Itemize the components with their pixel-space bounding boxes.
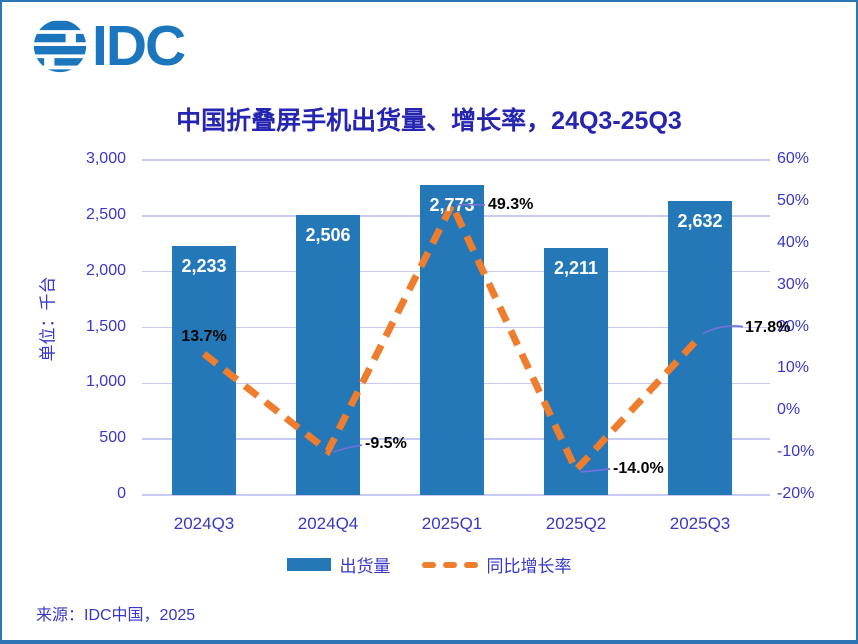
bar-2025Q2: [544, 248, 608, 495]
x-axis-category-label: 2024Q4: [297, 514, 359, 533]
bar-value-label: 2,632: [677, 211, 723, 232]
bar-value-label: 2,211: [553, 258, 599, 279]
left-axis-tick: 1,500: [85, 317, 126, 335]
growth-value-label: -9.5%: [365, 435, 407, 453]
left-axis-tick: 1,000: [85, 373, 126, 391]
growth-value-label: -14.0%: [613, 459, 664, 477]
bar-2024Q3: [172, 245, 236, 495]
gridline-3000: [142, 159, 770, 161]
idc-logo-text: IDC: [92, 14, 186, 78]
x-axis-category-label: 2025Q2: [545, 514, 607, 533]
right-axis-tick: 40%: [777, 233, 810, 251]
bar-2024Q4: [296, 215, 360, 495]
legend-bar-swatch: [286, 558, 331, 571]
legend-dashed-line-swatch: [421, 561, 478, 568]
source-note: 来源：IDC中国，2025: [36, 607, 196, 624]
right-axis-tick: 30%: [777, 275, 810, 293]
left-axis-tick: 2,500: [85, 205, 126, 223]
gridline-0: [142, 494, 770, 496]
left-axis-tick: 0: [117, 485, 126, 502]
x-axis-category-label: 2025Q1: [421, 514, 483, 533]
chart-title: 中国折叠屏手机出货量、增长率，24Q3-25Q3: [176, 107, 682, 135]
legend: 出货量 同比增长率: [2, 552, 856, 577]
legend-label-shipments: 出货量: [339, 557, 391, 576]
left-axis-tick: 500: [99, 429, 126, 447]
right-axis-tick: -10%: [777, 443, 815, 461]
bar-value-label: 2,773: [429, 195, 475, 216]
bar-value-label: 2,506: [305, 225, 351, 246]
growth-value-label: 13.7%: [181, 327, 227, 345]
bar-2025Q3: [668, 201, 732, 495]
x-axis-category-label: 2025Q3: [669, 514, 731, 533]
growth-value-label: 49.3%: [488, 195, 534, 213]
left-axis-tick: 3,000: [85, 150, 126, 167]
right-axis-tick: 60%: [777, 150, 810, 167]
right-axis-tick: 50%: [777, 191, 810, 209]
right-axis-tick: 20%: [777, 317, 810, 335]
right-axis-tick: 10%: [777, 359, 810, 377]
bar-2025Q1: [420, 185, 484, 495]
right-axis-tick: -20%: [777, 485, 815, 502]
right-axis-tick: 0%: [777, 401, 801, 419]
growth-value-label: 17.8%: [745, 318, 791, 336]
idc-logo: IDC: [32, 14, 186, 78]
idc-globe-icon: [33, 20, 87, 73]
x-axis-category-label: 2024Q3: [173, 514, 235, 533]
bar-value-label: 2,233: [181, 255, 227, 276]
left-axis-tick: 2,000: [85, 261, 126, 279]
legend-label-growth-rate: 同比增长率: [486, 557, 572, 576]
